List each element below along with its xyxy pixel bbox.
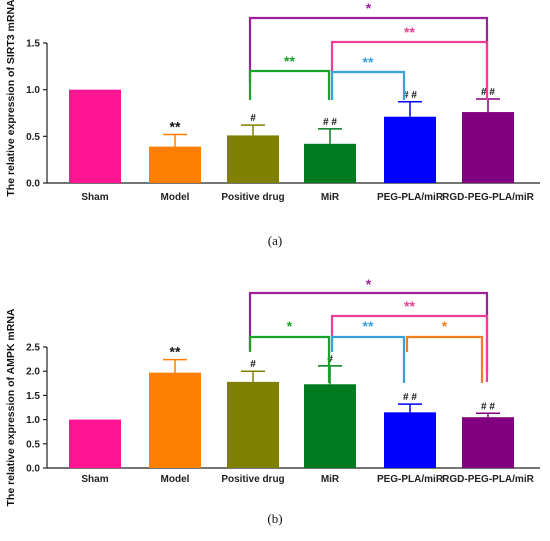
- chart-a-category-label-3: MiR: [321, 192, 340, 203]
- chart-b-bar-3: [304, 384, 356, 468]
- chart-a-significance-bracket-2: [248, 69, 331, 100]
- chart-b-significance-label-0: *: [366, 276, 372, 292]
- chart-a-y-tick-label: 0.5: [26, 132, 40, 143]
- chart-b-bar-2: [227, 381, 279, 468]
- chart-a-bar-mark-1: **: [170, 118, 181, 134]
- chart-a-significance-label-0: *: [366, 0, 372, 16]
- chart-a-category-label-1: Model: [161, 192, 190, 203]
- chart-b-bar-mark-3: #: [327, 354, 333, 365]
- chart-b-bar-0: [69, 419, 121, 468]
- chart-b-significance-label-1: **: [404, 298, 415, 314]
- chart-b-bar-5: [462, 417, 514, 468]
- chart-b-significance-bracket-1: [330, 314, 489, 382]
- chart-b-caption: (b): [267, 511, 282, 526]
- chart-a-significance-label-3: **: [363, 54, 374, 70]
- chart-b-y-tick-label: 0.0: [26, 464, 40, 475]
- chart-a-significance-label-1: **: [404, 24, 415, 40]
- chart-b-category-label-2: Positive drug: [221, 474, 284, 485]
- chart-b-y-tick-label: 2.0: [26, 367, 40, 378]
- chart-b-category-label-1: Model: [161, 474, 190, 485]
- chart-b-bar-4: [384, 412, 436, 468]
- chart-b-y-label: The relative expression of AMPK mRNA: [5, 308, 17, 506]
- chart-a-category-label-5: RGD-PEG-PLA/miR: [442, 192, 534, 203]
- chart-a-bar-mark-5: # #: [481, 87, 495, 98]
- chart-a-bar-3: [304, 143, 356, 183]
- chart-b-significance-bracket-2: [248, 335, 331, 383]
- chart-b-significance-label-3: **: [363, 318, 374, 334]
- chart-b-bar-mark-1: **: [170, 344, 181, 360]
- chart-a-bar-mark-3: # #: [323, 117, 337, 128]
- chart-b-significance-label-4: *: [442, 318, 448, 334]
- chart-b-y-tick-label: 0.5: [26, 439, 40, 450]
- chart-b-bar-mark-5: # #: [481, 401, 495, 412]
- chart-a-significance-bracket-3: [330, 70, 406, 100]
- chart-a-caption: (a): [268, 233, 282, 248]
- chart-a-category-label-4: PEG-PLA/miR: [377, 192, 444, 203]
- chart-b-significance-bracket-3: [330, 335, 406, 383]
- chart-b-category-label-5: RGD-PEG-PLA/miR: [442, 474, 534, 485]
- chart-a-category-label-2: Positive drug: [221, 192, 284, 203]
- chart-a-bar-mark-2: #: [250, 113, 256, 124]
- chart-a-y-label: The relative expression of SIRT3 mRNA: [5, 0, 17, 197]
- chart-b-significance-label-2: *: [287, 318, 293, 334]
- chart-b-y-tick-label: 1.5: [26, 391, 40, 402]
- chart-b-category-label-3: MiR: [321, 474, 340, 485]
- chart-a-category-label-0: Sham: [81, 192, 108, 203]
- chart-a-y-tick-label: 1.5: [26, 39, 40, 50]
- chart-a-bar-2: [227, 135, 279, 183]
- chart-a-significance-label-2: **: [284, 53, 295, 69]
- chart-b-category-label-0: Sham: [81, 474, 108, 485]
- chart-a-y-tick-label: 1.0: [26, 85, 40, 96]
- chart-b-category-label-4: PEG-PLA/miR: [377, 474, 444, 485]
- chart-a-y-tick-label: 0.0: [26, 179, 40, 190]
- chart-b-significance-bracket-4: [405, 335, 484, 383]
- chart-a-bar-5: [462, 112, 514, 183]
- chart-b-bar-mark-4: # #: [403, 392, 417, 403]
- chart-b-bar-1: [149, 372, 201, 468]
- chart-a-bar-0: [69, 89, 121, 183]
- chart-a-bar-mark-4: # #: [403, 90, 417, 101]
- chart-b-bar-mark-2: #: [250, 359, 256, 370]
- chart-a-bar-1: [149, 146, 201, 183]
- chart-b-y-tick-label: 1.0: [26, 415, 40, 426]
- chart-a-bar-4: [384, 116, 436, 183]
- chart-b-y-tick-label: 2.5: [26, 343, 40, 354]
